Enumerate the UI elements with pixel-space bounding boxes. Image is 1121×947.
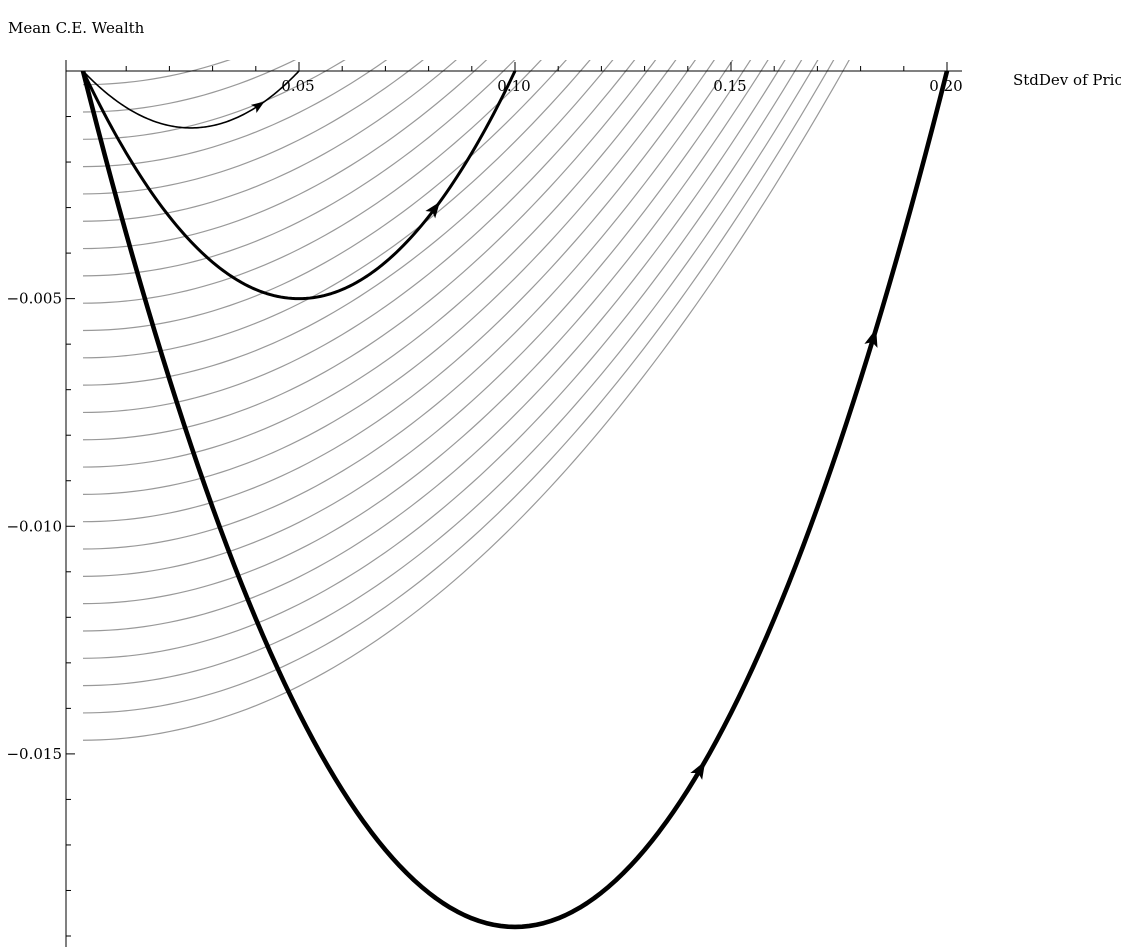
contour-line: [82, 60, 657, 441]
y-tick-label: −0.015: [6, 745, 62, 763]
contour-line: [82, 60, 542, 304]
contour-line: [82, 60, 231, 86]
contour-line: [82, 60, 457, 222]
contour-line: [82, 60, 697, 495]
contour-line: [82, 60, 850, 741]
y-tick-label: −0.010: [6, 517, 62, 535]
contour-line: [82, 60, 388, 168]
direction-arrow: [425, 201, 440, 219]
contour-line: [82, 60, 591, 359]
contour-line: [82, 60, 752, 577]
direction-arrow: [864, 328, 878, 348]
y-axis-label: Mean C.E. Wealth: [8, 19, 145, 37]
contour-line: [82, 60, 346, 140]
contour-line: [82, 60, 835, 714]
contour-line: [82, 60, 636, 414]
y-tick-label: −0.005: [6, 290, 62, 308]
contour-line: [82, 60, 677, 468]
x-tick-label: 0.05: [281, 77, 314, 95]
x-axis-label: StdDev of Price: [1013, 71, 1121, 89]
contour-line: [82, 60, 734, 550]
series-line: [81, 70, 517, 301]
x-tick-label: 0.20: [929, 77, 962, 95]
contour-line: [82, 60, 424, 195]
series-line: [82, 70, 300, 129]
contour-line: [82, 60, 614, 386]
series-line: [80, 70, 950, 930]
contour-line: [83, 0, 1007, 30]
direction-arrow: [690, 760, 706, 780]
contour-line: [82, 60, 715, 523]
contour-line: [82, 60, 516, 277]
x-tick-label: 0.10: [497, 77, 530, 95]
contour-line: [83, 0, 1007, 3]
contour-line: [82, 60, 488, 250]
contour-line: [82, 60, 297, 113]
contour-layer: [82, 0, 1007, 741]
contour-line: [82, 60, 819, 687]
contour-line: [82, 60, 803, 659]
contour-line: [83, 0, 1007, 57]
x-tick-label: 0.15: [713, 77, 746, 95]
contour-line: [82, 60, 786, 632]
series-layer: [80, 70, 950, 930]
contour-line: [82, 60, 567, 332]
direction-arrow: [250, 101, 265, 114]
